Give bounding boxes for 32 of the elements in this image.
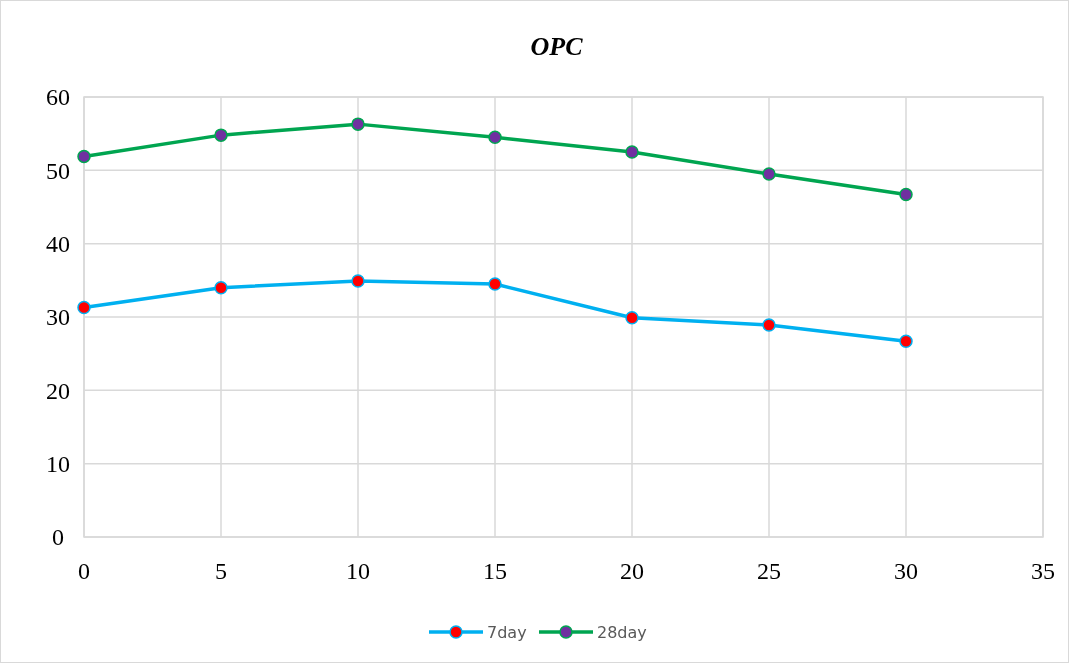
legend-label: 7day [487,622,527,642]
point [351,274,365,288]
y-tick-label: 50 [46,157,70,184]
y-tick-label: 60 [46,84,70,111]
point [214,280,228,295]
legend-label: 28day [597,622,647,642]
y-tick-label: 40 [46,231,70,258]
point [625,145,639,159]
point [351,117,365,131]
point [625,310,639,325]
x-tick-label: 15 [483,558,507,584]
x-tick-label: 25 [757,558,781,584]
point [214,128,228,142]
y-tick-label: 0 [52,524,64,551]
x-tick-label: 20 [620,558,644,584]
point [899,334,913,348]
point [762,167,776,181]
x-tick-label: 10 [346,558,370,584]
y-tick-label: 20 [46,377,70,404]
x-tick-label: 30 [894,558,918,584]
y-tick-label: 10 [46,451,70,478]
x-tick-label: 5 [215,558,227,584]
x-tick-label: 35 [1031,558,1055,584]
point [77,149,91,164]
chart-title: OPC [530,32,584,61]
point [899,187,913,202]
point [77,300,91,315]
x-tick-label: 0 [78,558,90,584]
y-tick-label: 30 [46,304,70,331]
point [488,130,502,145]
point [488,277,502,291]
point [762,318,776,332]
